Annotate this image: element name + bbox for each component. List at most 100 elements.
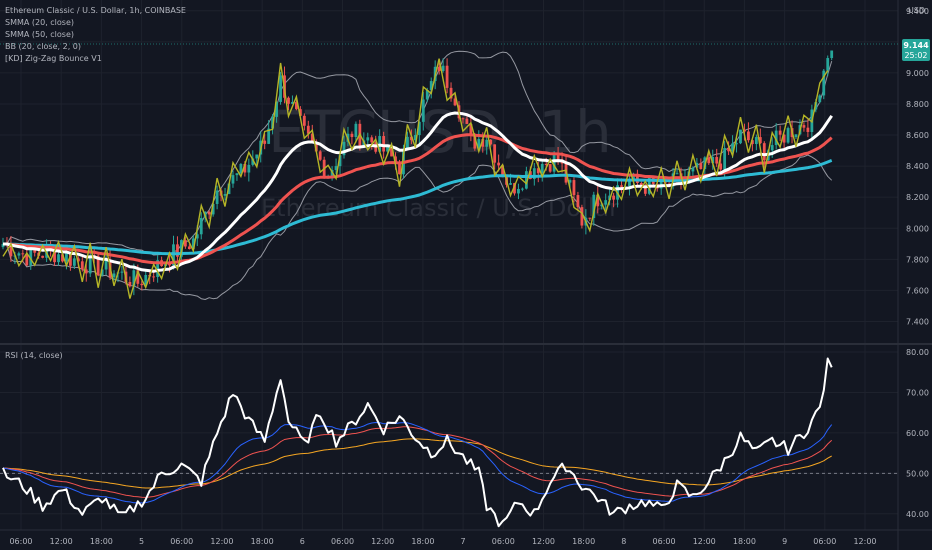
- indicator-smma20[interactable]: SMMA (20, close): [5, 18, 74, 27]
- candle: [632, 173, 635, 181]
- smma20-line: [3, 111, 833, 273]
- candle: [747, 131, 750, 141]
- candle: [275, 101, 278, 117]
- price-badge-bg: [902, 39, 930, 61]
- candle: [211, 203, 215, 215]
- time-tick-label: 18:00: [411, 537, 434, 546]
- candle: [715, 157, 719, 164]
- candle: [88, 255, 92, 274]
- candle: [576, 195, 580, 208]
- zigzag-line: [2, 58, 829, 299]
- candle: [53, 248, 56, 263]
- candle: [302, 115, 306, 126]
- candle: [235, 173, 239, 176]
- rsi-ma-mid: [2, 426, 833, 498]
- candle: [140, 283, 144, 286]
- rsi-ma-slow: [2, 438, 832, 489]
- rsi-axis[interactable]: 80.00 70.00 60.00 50.00 40.00: [906, 348, 929, 519]
- time-tick-label: 06:00: [170, 537, 193, 546]
- candle: [517, 188, 520, 194]
- rsi-label[interactable]: RSI (14, close): [5, 351, 63, 360]
- candle: [806, 127, 810, 132]
- candle: [743, 129, 746, 132]
- candle: [624, 186, 627, 188]
- candle: [100, 269, 104, 276]
- time-axis[interactable]: 06:00 12:00 18:00 5 06:00 12:00 18:00 6 06:00 12:…: [9, 537, 876, 546]
- price-tick-label: 7.800: [906, 255, 929, 264]
- candle: [628, 180, 631, 187]
- candle: [41, 255, 45, 258]
- indicator-bb[interactable]: BB (20, close, 2, 0): [5, 42, 81, 51]
- candle: [183, 240, 187, 247]
- candle: [596, 194, 600, 207]
- bb-lower: [2, 154, 833, 300]
- symbol-title[interactable]: Ethereum Classic / U.S. Dollar, 1h, COIN…: [5, 6, 186, 15]
- candle: [818, 95, 822, 103]
- candle: [338, 155, 342, 167]
- candle: [707, 157, 711, 164]
- candle: [735, 143, 738, 145]
- candle: [592, 194, 596, 219]
- indicator-zigzag[interactable]: [KD] Zig-Zag Bounce V1: [5, 54, 102, 63]
- candle: [493, 144, 497, 163]
- time-tick-label: 18:00: [90, 537, 113, 546]
- candle: [465, 118, 469, 124]
- candle: [556, 154, 560, 160]
- candle: [758, 137, 762, 144]
- price-tick-label: 8.200: [906, 193, 929, 202]
- time-tick-label: 6: [300, 537, 305, 546]
- candle: [441, 65, 445, 72]
- time-tick-label: 18:00: [572, 537, 595, 546]
- candle: [639, 182, 643, 187]
- candle: [762, 143, 766, 161]
- candle: [727, 148, 730, 152]
- candle: [612, 195, 616, 200]
- candle: [84, 269, 88, 274]
- candle: [445, 65, 449, 88]
- candle: [65, 253, 68, 262]
- candle: [826, 58, 830, 71]
- candle: [104, 259, 108, 270]
- candle: [711, 157, 715, 164]
- price-tick-label: 7.600: [906, 286, 929, 295]
- price-tick-label: 9.400: [906, 7, 929, 16]
- candle: [180, 240, 183, 257]
- candle: [461, 118, 465, 120]
- candle: [156, 260, 160, 277]
- candle: [120, 271, 124, 273]
- candle: [291, 102, 294, 104]
- rsi-tick-label: 50.00: [906, 469, 929, 478]
- candle: [191, 238, 195, 250]
- candle: [215, 190, 219, 204]
- candle: [437, 66, 441, 72]
- time-tick-label: 12:00: [693, 537, 716, 546]
- candle: [207, 211, 211, 215]
- candle: [548, 164, 552, 172]
- candle: [453, 98, 457, 106]
- candle: [794, 134, 798, 138]
- price-tick-label: 9.000: [906, 69, 929, 78]
- candle: [334, 166, 338, 170]
- indicator-smma50[interactable]: SMMA (50, close): [5, 30, 74, 39]
- candle: [330, 169, 334, 178]
- grid-lines: [0, 0, 898, 530]
- candle: [524, 171, 528, 189]
- candle: [413, 135, 417, 141]
- time-tick-label: 18:00: [733, 537, 756, 546]
- candle: [382, 136, 386, 152]
- candle: [76, 258, 80, 262]
- zigzag-indicator: [2, 58, 829, 299]
- candle: [243, 163, 247, 173]
- candle: [723, 148, 727, 170]
- candle: [57, 254, 60, 263]
- time-tick-label: 12:00: [50, 537, 73, 546]
- candle: [489, 139, 493, 145]
- candle: [695, 162, 699, 168]
- candle: [822, 70, 826, 96]
- candle: [279, 75, 282, 102]
- price-tick-label: 8.000: [906, 224, 929, 233]
- rsi-ma-fast: [2, 422, 833, 504]
- candle: [25, 254, 29, 266]
- candle: [267, 128, 271, 144]
